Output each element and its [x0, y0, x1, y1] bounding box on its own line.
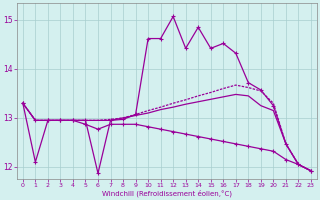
- X-axis label: Windchill (Refroidissement éolien,°C): Windchill (Refroidissement éolien,°C): [102, 190, 232, 197]
